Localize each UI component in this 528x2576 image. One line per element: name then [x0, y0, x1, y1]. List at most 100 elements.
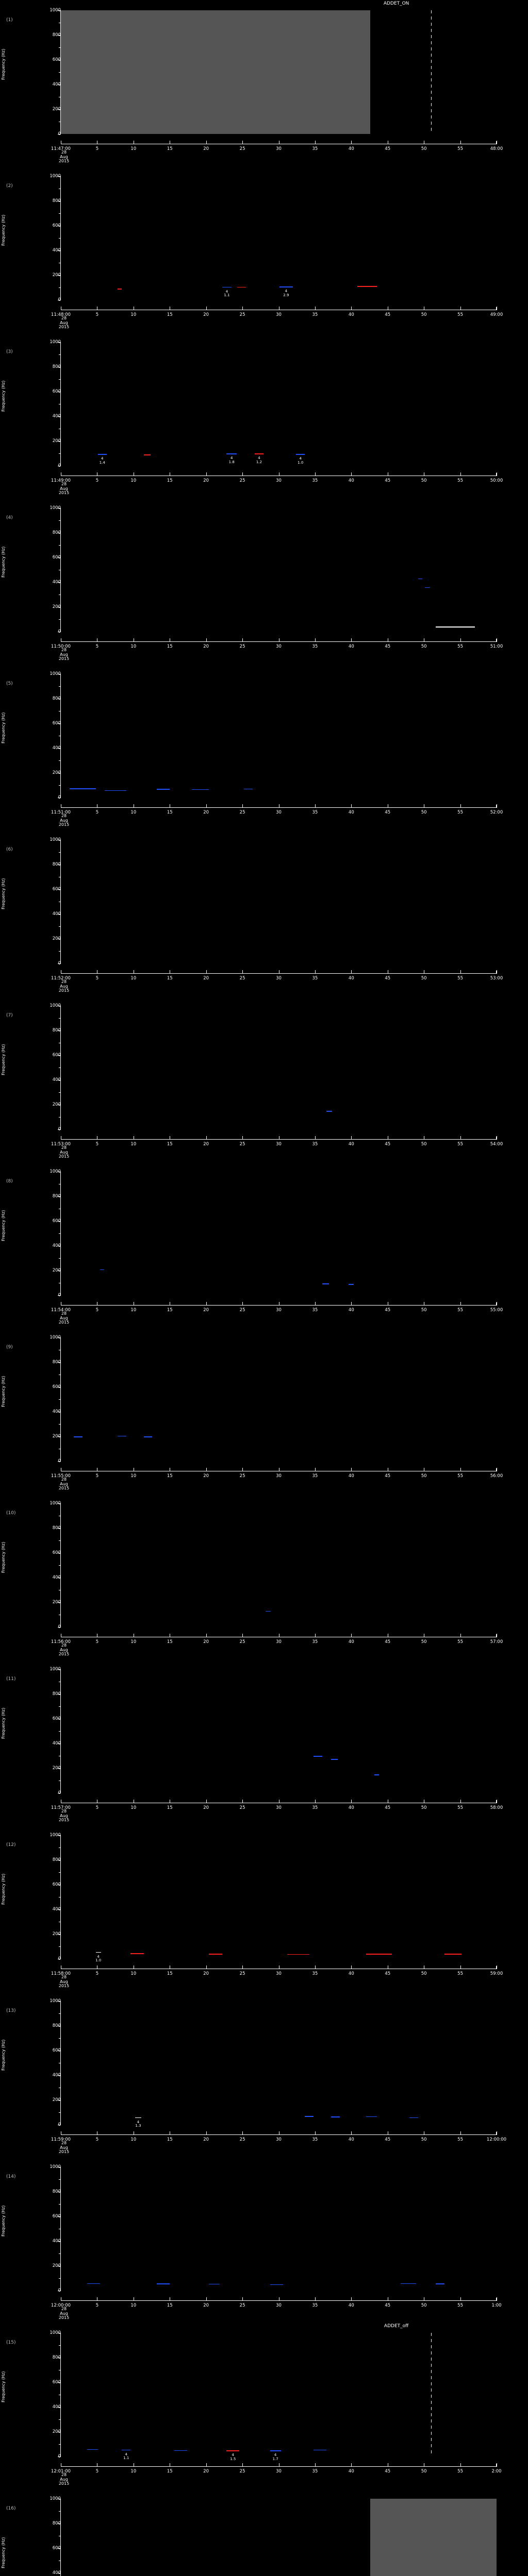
x-tick-label: 30 [276, 810, 282, 815]
date-label-line: Aug [60, 818, 68, 823]
y-axis-label: Frequency (Hz) [1, 1376, 6, 1408]
x-tick-label: 20 [203, 644, 209, 649]
y-tick-label: 600 [52, 1218, 61, 1224]
y-tick-mark [58, 416, 61, 417]
y-tick-label: 200 [52, 2263, 61, 2268]
date-label-line: 2015 [58, 1652, 70, 1656]
x-tick-mark [206, 472, 207, 476]
plot-area [61, 1835, 497, 1959]
detection-segment [117, 289, 122, 290]
x-tick-label: 10 [130, 1639, 137, 1645]
x-tick-mark [242, 638, 243, 642]
x-tick-label: 35 [312, 1971, 318, 1976]
detection-segment [69, 788, 96, 789]
plot-area [61, 2001, 497, 2125]
y-tick-label: 1000 [50, 174, 61, 179]
detection-segment [255, 453, 263, 455]
x-tick-label: 53:00 [490, 976, 503, 981]
y-tick-label: 800 [52, 364, 61, 369]
x-tick-label: 52:00 [490, 810, 503, 815]
detection-segment [357, 286, 377, 287]
detection-segment [100, 1269, 105, 1270]
y-tick-mark [58, 1835, 61, 1836]
y-tick-label: 0 [19, 2288, 61, 2293]
detection-segment [266, 1611, 271, 1612]
detection-segment [95, 1952, 101, 1953]
x-tick-label: 45 [385, 1308, 391, 1313]
y-tick-label: 400 [52, 1077, 61, 1082]
y-tick-label: 600 [52, 389, 61, 394]
date-label-line: 28 [61, 979, 67, 984]
y-tick-label: 600 [52, 555, 61, 560]
spectrogram-panel: (11) Frequency (Hz) 1000 800 600 400 200 0 11:57… [0, 1659, 528, 1825]
x-tick-label: 10 [130, 1308, 137, 1313]
date-label-line: Aug [60, 2311, 68, 2316]
x-tick-label: 30 [276, 2137, 282, 2142]
y-tick-label: 0 [19, 961, 61, 966]
y-tick-mark-minor [59, 520, 61, 521]
y-tick-label: 200 [52, 1931, 61, 1937]
x-tick-label: 20 [203, 1805, 209, 1810]
x-tick-label: 50 [421, 2303, 427, 2308]
date-label-line: 2015 [58, 1320, 70, 1325]
y-axis-label: Frequency (Hz) [1, 214, 6, 246]
date-label-line: 28 [61, 482, 67, 486]
x-tick-label: 30 [276, 1971, 282, 1976]
y-tick-mark [58, 2523, 61, 2524]
date-label-line: 2015 [58, 988, 70, 993]
y-tick-label: 800 [52, 32, 61, 38]
y-tick-mark-minor [59, 2345, 61, 2346]
x-tick-label: 40 [348, 1639, 354, 1645]
panel-number: (1) [6, 18, 13, 23]
x-tick-label: 55 [457, 1639, 463, 1645]
x-tick-label: 11:59:00 [51, 2137, 71, 2142]
y-tick-mark [58, 723, 61, 724]
x-tick-mark [242, 1965, 243, 1969]
y-tick-label: 800 [52, 1194, 61, 1199]
y-tick-mark-minor [59, 619, 61, 620]
y-tick-mark [58, 2407, 61, 2408]
y-tick-mark-minor [59, 2419, 61, 2420]
annotation-addet-off: ADDET_off [384, 2324, 409, 2329]
y-axis-line [60, 2499, 61, 2576]
plot-area [61, 342, 497, 466]
y-tick-label: 200 [52, 107, 61, 112]
y-tick-label: 600 [52, 2214, 61, 2219]
y-tick-mark-minor [59, 926, 61, 927]
x-tick-label: 10 [130, 1805, 137, 1810]
x-tick-label: 12:01:00 [51, 2469, 71, 2474]
y-tick-mark-minor [59, 2253, 61, 2254]
x-tick-label: 15 [167, 1639, 173, 1645]
date-label-line: 28 [61, 1311, 67, 1316]
x-tick-label: 25 [239, 2303, 245, 2308]
y-tick-label: 600 [52, 2380, 61, 2385]
x-tick-label: 30 [276, 976, 282, 981]
x-tick-label: 20 [203, 1971, 209, 1976]
y-tick-mark [58, 1503, 61, 1504]
y-tick-mark [58, 2548, 61, 2549]
y-tick-mark-minor [59, 1258, 61, 1259]
detection-label-line: 1.7 [272, 2456, 278, 2461]
y-tick-label: 800 [52, 1360, 61, 1365]
y-tick-mark [58, 441, 61, 442]
y-tick-mark [58, 963, 61, 964]
detection-label: 4 1.1 [224, 290, 229, 298]
x-tick-mark [351, 141, 352, 144]
x-tick-mark [242, 1136, 243, 1140]
date-label-line: Aug [60, 1315, 68, 1320]
plot-area [61, 176, 497, 300]
x-tick-label: 25 [239, 2137, 245, 2142]
x-tick-label: 10 [130, 1971, 137, 1976]
y-tick-label: 1000 [50, 2164, 61, 2170]
x-tick-label: 5 [95, 1142, 99, 1147]
x-tick-label: 30 [276, 1639, 282, 1645]
y-tick-mark-minor [59, 1233, 61, 1234]
x-tick-mark [315, 804, 316, 808]
date-label-line: 28 [61, 316, 67, 320]
x-tick-label: 55 [457, 2303, 463, 2308]
x-tick-label: 2:00 [491, 2469, 502, 2474]
x-tick-label: 25 [239, 1473, 245, 1479]
y-tick-mark-minor [59, 686, 61, 687]
date-label: 28 Aug 2015 [59, 814, 69, 827]
panel-number: (13) [6, 2008, 16, 2013]
